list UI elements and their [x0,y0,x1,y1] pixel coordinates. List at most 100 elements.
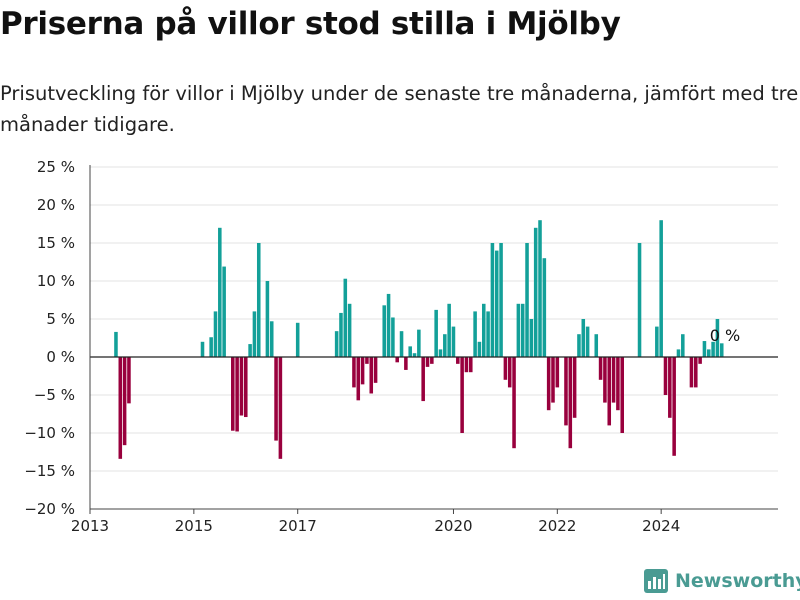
bar [551,357,555,403]
bar [430,357,434,364]
end-value-label: 0 % [710,326,740,345]
bar [408,346,412,357]
bar [477,341,482,357]
bar [698,357,702,364]
bar [611,357,616,403]
bar [503,357,508,380]
bar [295,322,300,357]
bar [525,243,529,357]
bar [347,303,352,357]
bar [663,357,668,395]
bar [438,349,443,357]
bar [456,357,460,364]
bar [278,357,283,459]
bar [490,243,495,357]
bar [356,357,361,401]
axes [89,165,778,514]
bar [213,311,218,357]
bar [538,220,542,357]
y-tick-label: −15 % [24,462,75,480]
bar [395,357,399,363]
bar [269,321,274,357]
bar [689,357,694,388]
bar [659,220,663,357]
bar [339,312,343,357]
bar [239,357,244,416]
bar [235,357,239,432]
y-axis-labels: 25 % 20 % 15 % 10 % 5 % 0 % −5 % −10 % −15 % −20 … [24,158,75,518]
y-tick-label: −10 % [24,424,75,442]
bar [620,357,625,433]
bar [676,349,681,357]
brand-name: Newsworthy [675,570,800,592]
bar [343,278,348,357]
bar [122,357,127,446]
x-tick-label: 2013 [71,517,109,535]
bar [668,357,672,418]
bar [507,357,512,388]
bar [447,303,451,357]
bar [655,326,659,357]
bar [715,319,720,357]
bar [702,341,707,357]
bar [274,357,278,441]
bar [516,303,521,357]
bar [256,243,261,357]
bar [711,341,715,357]
bar [243,357,248,418]
bar [222,266,226,357]
bar [365,357,369,364]
bar [637,243,642,357]
bar [681,334,685,357]
bar [443,334,447,357]
bar [546,357,551,411]
bar [486,311,490,357]
bar [581,319,586,357]
y-tick-label: −5 % [34,386,75,404]
bar [451,326,456,357]
bar [218,227,222,357]
bar [533,227,538,357]
y-tick-label: −20 % [24,500,75,518]
brand-logo: Newsworthy [644,569,800,593]
x-tick-label: 2017 [279,517,317,535]
bar [434,309,438,357]
bar [672,357,676,456]
x-tick-label: 2024 [642,517,680,535]
x-tick-label: 2022 [538,517,576,535]
newsworthy-logo-icon [644,569,668,593]
bar [209,337,213,357]
x-tick-label: 2015 [175,517,213,535]
bar [360,357,365,385]
bar [421,357,425,402]
bar [382,305,387,357]
y-tick-label: 25 % [37,158,75,176]
bar [473,311,477,357]
bar [118,357,123,459]
x-axis-labels: 2013 2015 2017 2020 2022 2024 [71,517,680,535]
bar [248,344,252,357]
bar [577,334,581,357]
bar [598,357,603,380]
x-tick-label: 2020 [434,517,472,535]
bar [412,353,417,357]
bar [706,349,711,357]
bar [352,357,356,388]
gridlines [90,166,778,510]
bar [252,311,257,357]
bar [373,357,378,383]
bar [464,357,469,373]
y-tick-label: 20 % [37,196,75,214]
bar [460,357,464,433]
bar [114,331,118,357]
bar [572,357,577,418]
bar [719,343,724,357]
bar [231,357,235,431]
bar [585,326,590,357]
bar [127,357,131,404]
bar [555,357,560,388]
chart-subtitle: Prisutveckling för villor i Mjölby under… [0,82,799,136]
y-tick-label: 10 % [37,272,75,290]
end-annotation: 0 % [710,326,740,345]
chart-title: Priserna på villor stod stilla i Mjölby [0,6,621,42]
